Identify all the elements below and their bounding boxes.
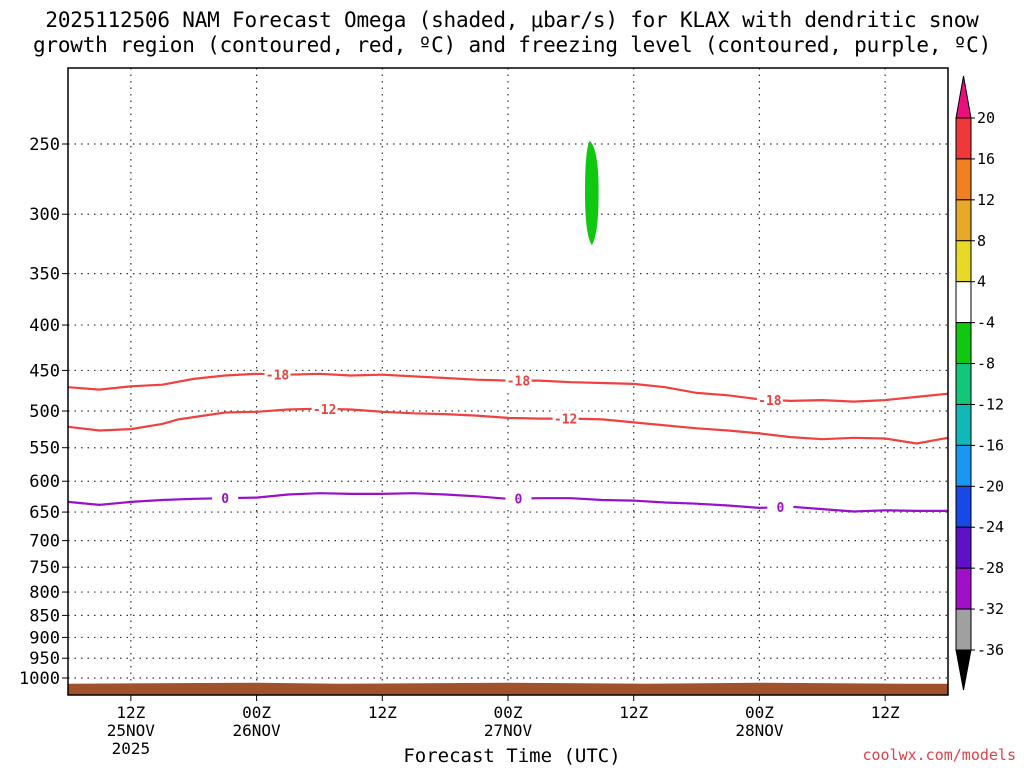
y-tick-label: 600 — [29, 472, 60, 492]
colorbar-segment — [955, 444, 972, 487]
contour-label: -18 — [758, 394, 782, 409]
contour-label: 0 — [221, 492, 229, 507]
y-tick-label: 250 — [29, 135, 60, 155]
colorbar-label: -8 — [977, 355, 995, 373]
omega-shading-layer — [585, 140, 599, 246]
contour-label-bg — [552, 410, 579, 427]
x-tick-label: 00Z — [745, 703, 774, 722]
y-tick-label: 650 — [29, 503, 60, 523]
contour-layer: -18 -18 -18 -12 -12 0 0 0 — [67, 366, 949, 516]
contour-label: 0 — [776, 501, 784, 516]
colorbar-segment — [955, 608, 972, 651]
colorbar-label: -28 — [977, 559, 1004, 577]
colorbar-segment — [955, 322, 972, 365]
x-axis-title: Forecast Time (UTC) — [403, 745, 621, 767]
colorbar-label: 12 — [977, 191, 995, 209]
contour-label: -12 — [313, 403, 336, 418]
contour-label: -18 — [507, 375, 531, 390]
contour-label-bg — [756, 391, 783, 408]
y-tick-label: 500 — [29, 402, 60, 422]
colorbar-label: -16 — [977, 436, 1004, 454]
x-tick-date: 28NOV — [735, 721, 784, 740]
colorbar-segment — [955, 567, 972, 610]
chart-subtitle: growth region (contoured, red, ºC) and f… — [32, 33, 992, 57]
contour-label-bg — [212, 490, 239, 507]
y-tick-label: 450 — [29, 361, 60, 381]
y-tick-label: 1000 — [19, 669, 60, 689]
terrain-band — [68, 682, 948, 695]
colorbar-segment — [955, 281, 972, 324]
y-tick-label: 400 — [29, 316, 60, 336]
y-tick-label: 750 — [29, 558, 60, 578]
colorbar-label: -32 — [977, 600, 1004, 618]
contour-label-bg — [311, 400, 338, 417]
credit-text: coolwx.com/models — [862, 746, 1016, 764]
contour-label-bg — [505, 490, 532, 507]
x-tick-label: 12Z — [116, 703, 145, 722]
terrain-layer — [68, 682, 948, 695]
y-tick-label: 350 — [29, 265, 60, 285]
x-tick-date: 27NOV — [484, 721, 533, 740]
colorbar-label: -12 — [977, 395, 1004, 413]
colorbar-label: -4 — [977, 314, 995, 332]
colorbar-segment — [955, 485, 972, 528]
y-tick-label: 950 — [29, 649, 60, 669]
colorbar-bottom-arrow — [955, 649, 972, 691]
colorbar-segment — [955, 199, 972, 242]
y-tick-label: 550 — [29, 439, 60, 459]
colorbar-segment — [955, 363, 972, 405]
colorbar-label: 20 — [977, 109, 995, 127]
contour-line — [67, 407, 949, 445]
colorbar-segment — [955, 117, 972, 160]
colorbar-label: -20 — [977, 477, 1004, 495]
colorbar-segment — [955, 403, 972, 446]
y-tick-label: 700 — [29, 532, 60, 552]
x-tick-label: 12Z — [368, 703, 397, 722]
contour-label: -12 — [554, 413, 577, 428]
x-tick-label: 12Z — [619, 703, 648, 722]
x-tick-date: 26NOV — [232, 721, 281, 740]
y-axis: 2503003504004505005506006507007508008509… — [19, 135, 68, 689]
colorbar-segment — [955, 158, 972, 201]
colorbar-top-arrow — [955, 75, 972, 119]
contour-label-bg — [505, 372, 532, 389]
colorbar-segment — [955, 526, 972, 569]
colorbar-label: 4 — [977, 273, 986, 291]
x-tick-label: 00Z — [494, 703, 523, 722]
x-tick-label: 00Z — [242, 703, 271, 722]
colorbar: 20 16 12 8 4 -4 -8 -12 -16 -20 -24 -28 -32 -36 — [955, 75, 1004, 691]
x-tick-label: 12Z — [871, 703, 900, 722]
y-tick-label: 300 — [29, 205, 60, 225]
chart-title: 2025112506 NAM Forecast Omega (shaded, μ… — [45, 8, 979, 32]
contour-label-bg — [767, 499, 794, 516]
contour-label-bg — [264, 366, 291, 383]
contour-label: -18 — [266, 368, 290, 383]
y-tick-label: 900 — [29, 628, 60, 648]
omega-shaded-region — [585, 140, 599, 246]
colorbar-label: 16 — [977, 150, 995, 168]
y-tick-label: 800 — [29, 583, 60, 603]
x-tick-year: 2025 — [112, 739, 151, 758]
colorbar-label: 8 — [977, 232, 986, 250]
colorbar-label: -36 — [977, 641, 1004, 659]
x-tick-date: 25NOV — [107, 721, 156, 740]
y-tick-label: 850 — [29, 606, 60, 626]
contour-label: 0 — [515, 493, 523, 508]
colorbar-label: -24 — [977, 518, 1004, 536]
colorbar-segment — [955, 240, 972, 283]
